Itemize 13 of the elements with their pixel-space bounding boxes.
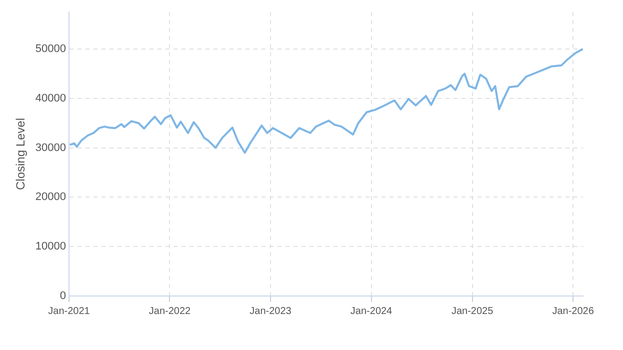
- x-tick-label: Jan-2022: [148, 306, 192, 317]
- x-tick-label: Jan-2023: [250, 306, 292, 317]
- x-tick-label: Jan-2024: [350, 306, 393, 317]
- x-tick-label: Jan-2025: [451, 306, 494, 317]
- y-tick-label: 20000: [35, 191, 66, 204]
- y-tick-label: 40000: [35, 92, 66, 104]
- y-tick-label: 50000: [35, 43, 66, 56]
- y-tick-label: 0: [60, 290, 66, 302]
- y-axis-title: Closing Level: [14, 118, 28, 190]
- x-tick-label: Jan-2021: [48, 306, 90, 317]
- y-tick-label: 30000: [35, 142, 66, 154]
- x-tick-label: Jan-2026: [552, 306, 594, 317]
- y-tick-label: 10000: [35, 240, 66, 253]
